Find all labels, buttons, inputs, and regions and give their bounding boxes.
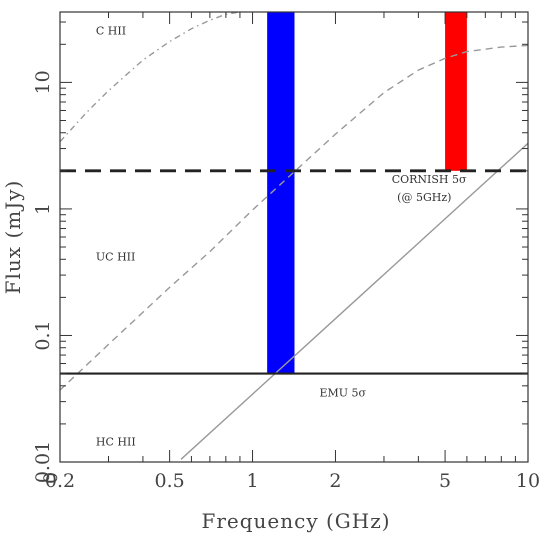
tick-labels: 0.2 0.5 1 2 5 10 0.01 0.1 1 10 — [32, 70, 540, 492]
x-axis-label: Frequency (GHz) — [201, 509, 390, 533]
axis-ticks — [59, 12, 529, 463]
annotation-emu-5: EMU 5σ — [319, 386, 366, 399]
x-tick-label: 5 — [439, 470, 451, 492]
y-tick-label: 0.1 — [32, 320, 54, 350]
x-tick-label: 0.5 — [155, 470, 185, 492]
annotations: C HII UC HII HC HII CORNISH 5σ (@ 5GHz) EMU 5… — [96, 24, 467, 448]
annotation-uc-hii: UC HII — [96, 251, 135, 264]
y-tick-label: 1 — [32, 203, 54, 215]
y-tick-label: 0.01 — [32, 441, 54, 483]
x-tick-label: 0.2 — [45, 470, 75, 492]
spectral-curves — [60, 12, 528, 460]
x-tick-label: 10 — [516, 470, 540, 492]
annotation-c-hii: C HII — [96, 24, 126, 37]
origin-label: 0 — [40, 472, 62, 484]
y-axis-label: Flux (mJy) — [1, 180, 25, 295]
annotation-hc-hii: HC HII — [96, 436, 136, 449]
annotation-cornish-5: CORNISH 5σ — [392, 173, 467, 186]
band-red-band — [445, 12, 467, 171]
series-line-2 — [60, 44, 528, 391]
annotation-5ghz: (@ 5GHz) — [397, 191, 451, 204]
series-line-1 — [60, 12, 244, 143]
y-tick-label: 10 — [32, 70, 54, 94]
x-tick-label: 2 — [329, 470, 341, 492]
x-tick-label: 1 — [246, 470, 258, 492]
series-line-3 — [180, 142, 528, 460]
sensitivity-lines — [60, 169, 528, 375]
